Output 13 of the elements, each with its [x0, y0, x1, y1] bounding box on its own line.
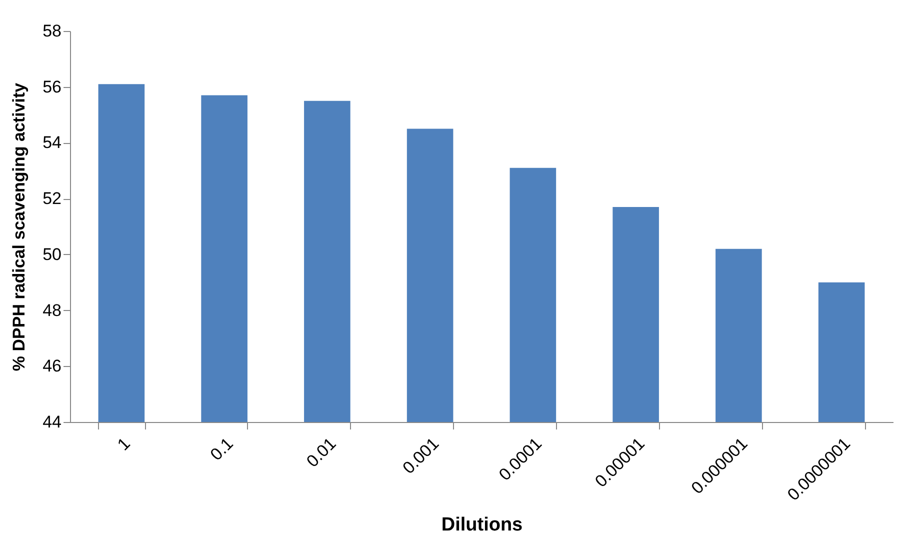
x-tick-label: 0.1: [206, 434, 237, 464]
x-tick-label: 0.01: [302, 434, 340, 471]
y-tick-label: 56: [42, 77, 62, 96]
x-tick-label: 1: [114, 434, 134, 454]
y-tick-label: 44: [42, 412, 62, 432]
y-tick-label: 54: [42, 133, 62, 152]
x-axis-title: Dilutions: [441, 514, 523, 536]
y-tick-label: 48: [42, 300, 62, 320]
y-tick-label: 58: [42, 22, 62, 40]
y-tick-label: 46: [42, 356, 62, 376]
y-tick-label: 50: [42, 244, 62, 264]
y-tick-label: 52: [42, 189, 62, 208]
y-axis-title: % DPPH radical scavenging activity: [10, 82, 29, 372]
